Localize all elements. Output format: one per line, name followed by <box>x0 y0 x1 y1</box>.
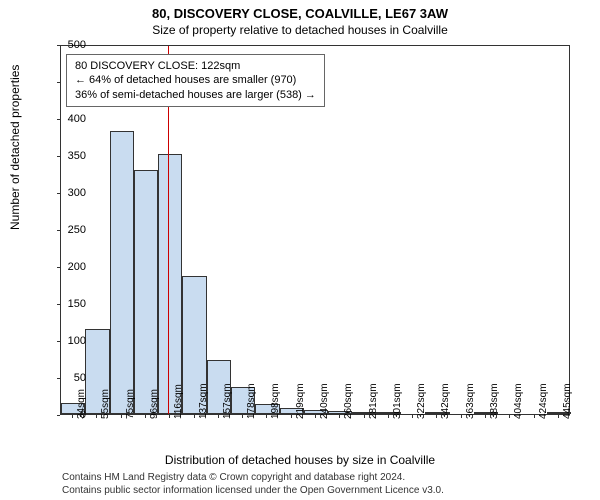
x-tick-mark <box>485 415 486 418</box>
y-tick-label: 100 <box>46 335 86 347</box>
annotation-box: 80 DISCOVERY CLOSE: 122sqm ← 64% of deta… <box>66 54 325 107</box>
x-tick-label: 96sqm <box>149 389 160 419</box>
x-tick-label: 34sqm <box>76 389 87 419</box>
x-axis-label: Distribution of detached houses by size … <box>0 453 600 467</box>
y-tick-label: 400 <box>46 113 86 125</box>
y-tick-label: 150 <box>46 298 86 310</box>
x-tick-label: 137sqm <box>198 383 209 419</box>
chart-title-main: 80, DISCOVERY CLOSE, COALVILLE, LE67 3AW <box>0 6 600 21</box>
x-tick-label: 383sqm <box>489 383 500 419</box>
x-tick-label: 363sqm <box>465 383 476 419</box>
x-tick-mark <box>291 415 292 418</box>
x-tick-mark <box>364 415 365 418</box>
y-tick-mark <box>57 341 60 342</box>
x-tick-mark <box>169 415 170 418</box>
y-axis-label: Number of detached properties <box>8 65 22 230</box>
footer-line1: Contains HM Land Registry data © Crown c… <box>62 471 444 484</box>
x-tick-mark <box>315 415 316 418</box>
y-tick-label: 350 <box>46 150 86 162</box>
x-tick-mark <box>436 415 437 418</box>
x-tick-label: 55sqm <box>100 389 111 419</box>
x-tick-mark <box>242 415 243 418</box>
x-tick-label: 424sqm <box>538 383 549 419</box>
annotation-line2: ← 64% of detached houses are smaller (97… <box>75 73 316 87</box>
y-tick-label: 300 <box>46 187 86 199</box>
x-tick-mark <box>96 415 97 418</box>
x-tick-mark <box>145 415 146 418</box>
x-tick-mark <box>509 415 510 418</box>
x-tick-mark <box>121 415 122 418</box>
x-tick-mark <box>534 415 535 418</box>
x-tick-label: 342sqm <box>440 383 451 419</box>
y-tick-mark <box>57 304 60 305</box>
y-tick-mark <box>57 193 60 194</box>
annotation-line3: 36% of semi-detached houses are larger (… <box>75 88 316 102</box>
chart-title-sub: Size of property relative to detached ho… <box>0 23 600 37</box>
x-tick-label: 75sqm <box>125 389 136 419</box>
x-tick-mark <box>412 415 413 418</box>
x-tick-mark <box>339 415 340 418</box>
x-tick-mark <box>194 415 195 418</box>
x-tick-label: 445sqm <box>562 383 573 419</box>
y-tick-mark <box>57 45 60 46</box>
x-tick-label: 116sqm <box>173 384 184 419</box>
y-tick-mark <box>57 267 60 268</box>
y-tick-label: 250 <box>46 224 86 236</box>
x-tick-mark <box>266 415 267 418</box>
x-tick-label: 240sqm <box>319 383 330 419</box>
x-tick-label: 219sqm <box>295 383 306 419</box>
x-tick-mark <box>461 415 462 418</box>
y-tick-mark <box>57 415 60 416</box>
footer-line2: Contains public sector information licen… <box>62 484 444 497</box>
x-tick-label: 301sqm <box>392 383 403 419</box>
x-tick-mark <box>218 415 219 418</box>
y-tick-label: 200 <box>46 261 86 273</box>
x-tick-label: 157sqm <box>222 383 233 419</box>
footer-text: Contains HM Land Registry data © Crown c… <box>62 471 444 497</box>
x-tick-mark <box>558 415 559 418</box>
y-tick-mark <box>57 230 60 231</box>
y-tick-mark <box>57 156 60 157</box>
histogram-bar <box>158 154 182 414</box>
histogram-bar <box>110 131 134 414</box>
histogram-bar <box>134 170 158 414</box>
annotation-line1: 80 DISCOVERY CLOSE: 122sqm <box>75 59 316 73</box>
x-tick-mark <box>72 415 73 418</box>
x-tick-label: 198sqm <box>270 383 281 419</box>
y-tick-label: 500 <box>46 39 86 51</box>
y-tick-mark <box>57 378 60 379</box>
x-tick-label: 178sqm <box>246 383 257 419</box>
y-tick-mark <box>57 82 60 83</box>
x-tick-label: 260sqm <box>343 383 354 419</box>
chart-container: 80, DISCOVERY CLOSE, COALVILLE, LE67 3AW… <box>0 0 600 500</box>
x-tick-label: 322sqm <box>416 383 427 419</box>
y-tick-mark <box>57 119 60 120</box>
x-tick-label: 404sqm <box>513 383 524 419</box>
x-tick-mark <box>388 415 389 418</box>
y-tick-label: 50 <box>46 372 86 384</box>
x-tick-label: 281sqm <box>368 383 379 419</box>
